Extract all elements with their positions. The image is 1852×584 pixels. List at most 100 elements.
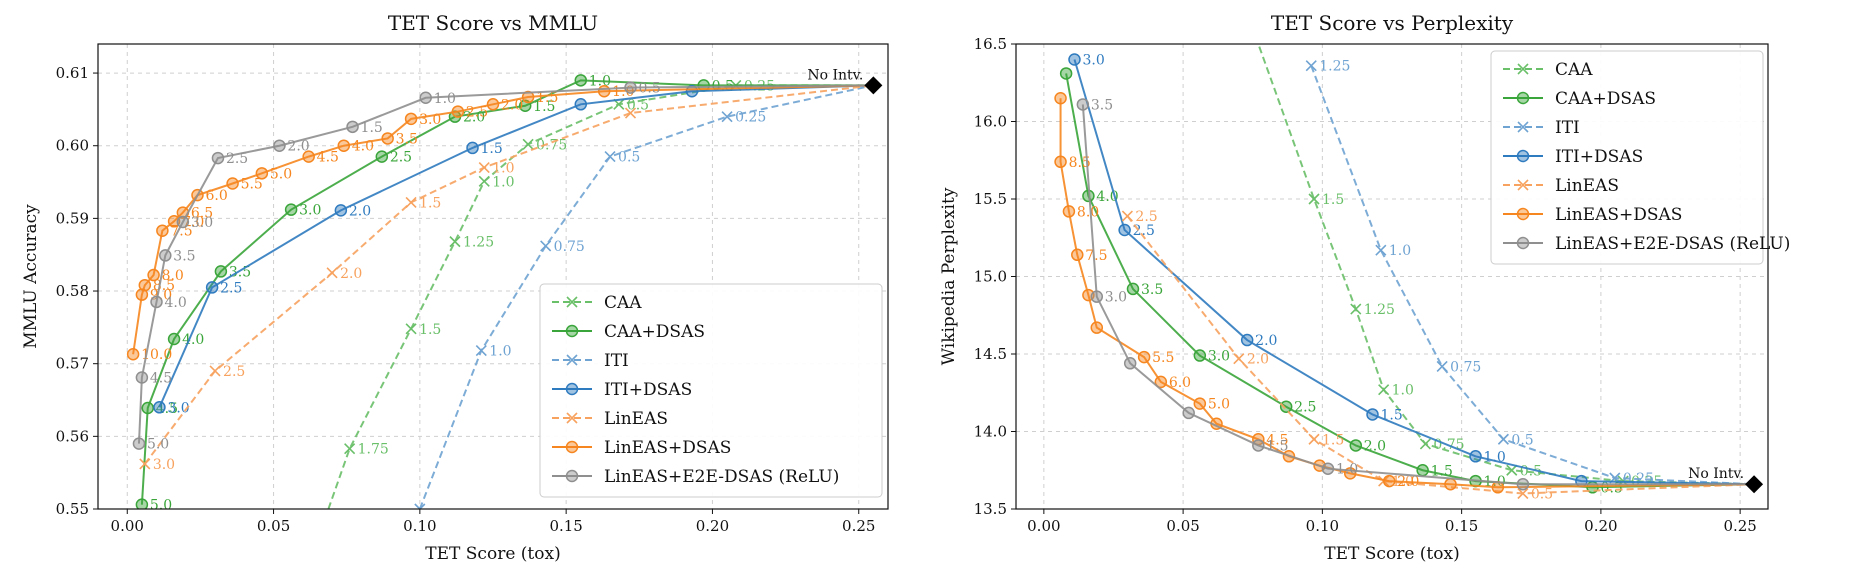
legend-marker bbox=[566, 354, 578, 366]
point-label: 2.0 bbox=[1364, 438, 1386, 454]
point-iti-dsas bbox=[334, 204, 348, 217]
legend-marker bbox=[1517, 63, 1529, 75]
point-caa bbox=[1419, 438, 1431, 450]
point-label: 2.5 bbox=[223, 364, 245, 380]
y-tick-label: 0.55 bbox=[56, 500, 89, 518]
y-tick-label: 15.5 bbox=[974, 190, 1007, 208]
point-label: 2.0 bbox=[1255, 333, 1277, 349]
x-tick-label: 0.10 bbox=[403, 517, 436, 535]
point-label: 1.25 bbox=[463, 235, 494, 251]
point-lineas-dsas bbox=[167, 215, 181, 228]
point-iti-dsas bbox=[466, 141, 479, 155]
point-lineas-e2e-dsas-relu bbox=[346, 120, 359, 134]
x-axis-label: TET Score (tox) bbox=[1324, 544, 1459, 564]
y-tick-label: 15.0 bbox=[974, 268, 1007, 286]
x-tick-label: 0.05 bbox=[1166, 517, 1199, 535]
point-label: 4.0 bbox=[352, 139, 374, 155]
y-tick-label: 0.60 bbox=[56, 137, 89, 155]
point-label: 4.5 bbox=[317, 150, 339, 166]
point-lineas-dsas bbox=[1154, 375, 1168, 389]
point-label: 8.5 bbox=[1069, 155, 1091, 171]
legend-marker bbox=[1517, 179, 1529, 191]
x-tick-label: 0.20 bbox=[1584, 517, 1617, 535]
point-label: 8.0 bbox=[162, 268, 184, 284]
point-label: 1.5 bbox=[419, 195, 441, 211]
legend-marker bbox=[1517, 121, 1529, 133]
point-label: 6.0 bbox=[1169, 375, 1191, 391]
point-iti bbox=[475, 345, 487, 357]
point-lineas bbox=[1121, 210, 1133, 222]
point-lineas-e2e-dsas-relu bbox=[1321, 462, 1335, 475]
point-caa bbox=[1350, 303, 1362, 315]
point-lineas-e2e-dsas-relu bbox=[159, 249, 172, 262]
legend-marker bbox=[566, 296, 578, 308]
legend bbox=[1490, 50, 1764, 265]
point-iti bbox=[721, 111, 733, 123]
point-label: 2.5 bbox=[390, 150, 412, 166]
point-lineas-dsas bbox=[126, 347, 140, 361]
point-lineas-e2e-dsas-relu bbox=[176, 215, 190, 229]
point-lineas-e2e-dsas-relu bbox=[1252, 439, 1265, 452]
y-tick-label: 0.57 bbox=[56, 355, 89, 373]
point-caa bbox=[1308, 193, 1320, 205]
point-lineas-e2e-dsas-relu bbox=[1076, 98, 1090, 111]
point-lineas-dsas bbox=[1444, 477, 1457, 491]
point-lineas-dsas bbox=[156, 224, 169, 237]
point-label: 1.0 bbox=[1392, 383, 1414, 399]
point-label: 5.0 bbox=[150, 498, 172, 514]
x-tick-label: 0.25 bbox=[842, 517, 875, 535]
point-label: 0.75 bbox=[536, 137, 567, 153]
point-label: 8.0 bbox=[1077, 204, 1099, 220]
y-tick-label: 16.0 bbox=[974, 113, 1007, 131]
legend-marker bbox=[1516, 236, 1530, 250]
point-label: 2.0 bbox=[340, 266, 362, 282]
plot-frame bbox=[97, 43, 889, 510]
point-lineas bbox=[1308, 433, 1320, 445]
point-label: 2.0 bbox=[1397, 474, 1419, 490]
point-lineas-dsas bbox=[1054, 92, 1067, 105]
series-line-lineas-e2e-dsas-relu bbox=[137, 84, 874, 444]
legend-label: LinEAS bbox=[604, 409, 668, 429]
legend-marker bbox=[565, 382, 579, 396]
point-lineas-dsas bbox=[1071, 248, 1084, 262]
point-label: 1.75 bbox=[358, 442, 389, 458]
point-label: 3.5 bbox=[173, 248, 195, 264]
y-tick-label: 14.0 bbox=[974, 423, 1007, 441]
series-line-caa-dsas bbox=[140, 79, 874, 505]
no-intervention-label: No Intv. bbox=[807, 67, 863, 83]
legend-label: ITI+DSAS bbox=[604, 380, 692, 400]
point-label: 3.5 bbox=[1091, 97, 1113, 113]
x-tick-label: 0.10 bbox=[1306, 517, 1339, 535]
point-label: 1.5 bbox=[481, 141, 503, 157]
point-label: 3.0 bbox=[153, 457, 175, 473]
point-iti bbox=[414, 503, 426, 509]
no-intervention-marker bbox=[864, 76, 883, 95]
legend-marker bbox=[1516, 207, 1530, 221]
point-caa-dsas bbox=[574, 74, 588, 87]
y-tick-label: 0.59 bbox=[56, 209, 89, 227]
point-label: 1.5 bbox=[1431, 463, 1453, 479]
point-label: 2.5 bbox=[1294, 400, 1316, 416]
point-lineas bbox=[209, 365, 221, 377]
point-label: 6.0 bbox=[205, 188, 227, 204]
point-caa-dsas bbox=[1193, 349, 1207, 362]
point-lineas-e2e-dsas-relu bbox=[1182, 406, 1195, 420]
series-line-iti bbox=[418, 84, 874, 509]
point-iti-dsas bbox=[153, 401, 166, 414]
point-caa-dsas bbox=[1279, 400, 1293, 413]
point-label: 1.0 bbox=[434, 91, 456, 107]
series-line-lineas-dsas bbox=[132, 84, 874, 355]
chart-perplexity-svg: TET Score vs Perplexity 0.00 0.05 0.10 0.15 0… bbox=[939, 11, 1790, 564]
point-label: 5.0 bbox=[1208, 397, 1230, 413]
point-iti-dsas bbox=[1068, 53, 1081, 66]
x-tick-label: 0.00 bbox=[111, 517, 144, 535]
point-iti-dsas bbox=[574, 98, 588, 111]
point-lineas-e2e-dsas-relu bbox=[211, 151, 225, 165]
point-label: 1.5 bbox=[1322, 432, 1344, 448]
point-label: 2.5 bbox=[226, 151, 248, 167]
point-label: 2.0 bbox=[287, 139, 309, 155]
y-axis-label: Wikipedia Perplexity bbox=[939, 187, 959, 365]
plot-frame bbox=[1015, 43, 1769, 510]
point-label: 2.0 bbox=[1247, 352, 1269, 368]
chart-title: TET Score vs MMLU bbox=[388, 11, 598, 35]
